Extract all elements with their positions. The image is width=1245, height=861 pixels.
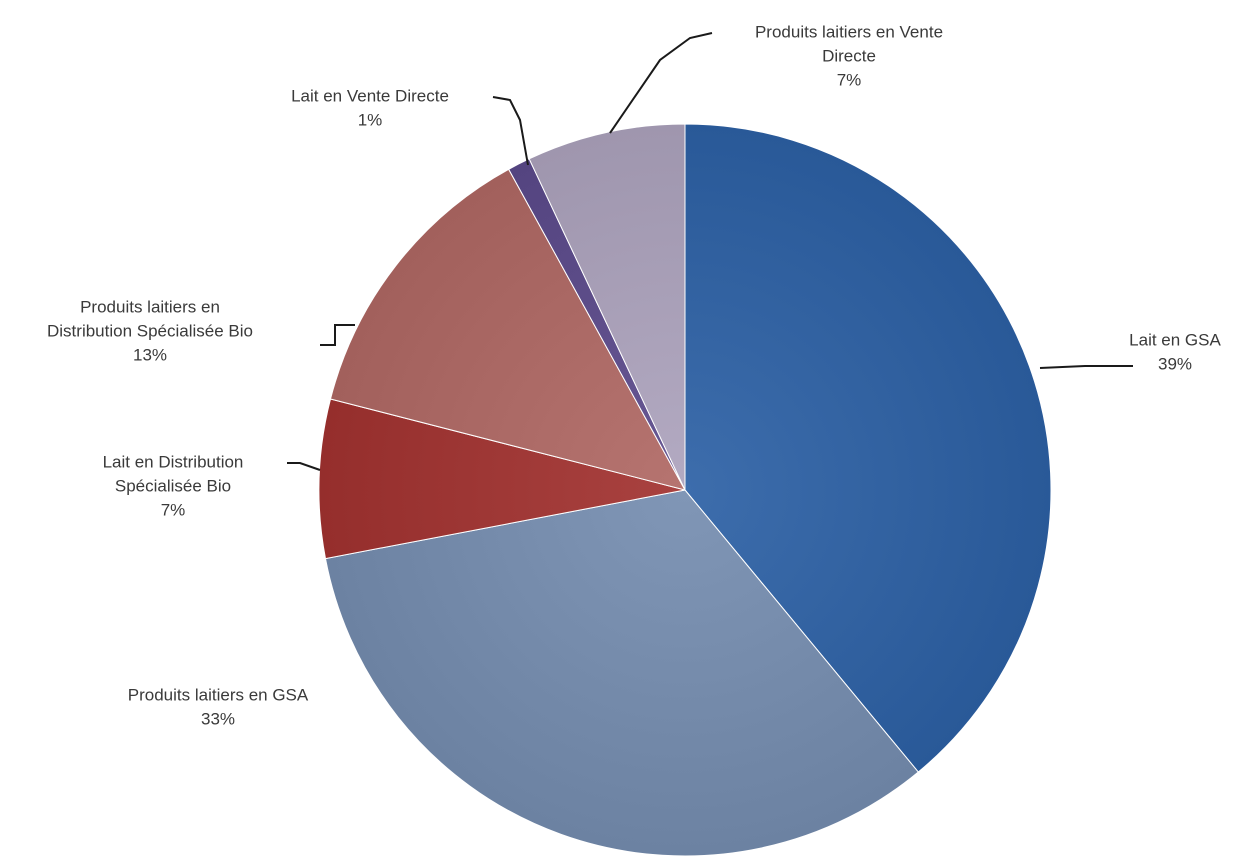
slice-category-label: Lait en Distribution <box>103 452 244 471</box>
slice-value-label: 7% <box>161 500 186 519</box>
label-group-produits-laitiers-en-distribution-specialisee-bio: Produits laitiers en Distribution Spécial… <box>47 297 253 364</box>
slice-value-label: 13% <box>133 345 167 364</box>
slice-category-label: Distribution Spécialisée Bio <box>47 321 253 340</box>
slice-produits-laitiers-en-vente-directe <box>528 123 686 491</box>
slice-value-label: 1% <box>358 110 383 129</box>
leader-line-lait-en-vente-directe <box>492 96 529 166</box>
slice-value-label: 39% <box>1158 354 1192 373</box>
leader-line-produits-laitiers-en-vente-directe <box>609 32 713 134</box>
slice-category-label: Produits laitiers en Vente <box>755 22 943 41</box>
slice-category-label: Spécialisée Bio <box>115 476 231 495</box>
slice-lait-en-distribution-specialisee-bio <box>318 398 686 560</box>
slice-produits-laitiers-en-distribution-specialisee-bio <box>329 168 686 491</box>
slice-category-label: Produits laitiers en GSA <box>128 685 309 704</box>
slice-lait-en-gsa <box>684 123 1052 773</box>
slice-value-label: 33% <box>201 709 235 728</box>
leader-line-produits-laitiers-en-distribution-specialisee-bio <box>320 324 355 346</box>
slice-category-label: Directe <box>822 46 876 65</box>
label-group-lait-en-gsa: Lait en GSA 39% <box>1129 330 1221 373</box>
slice-labels: Lait en GSA 39% Produits laitiers en GSA 33… <box>47 22 1221 728</box>
label-group-produits-laitiers-en-gsa: Produits laitiers en GSA 33% <box>128 685 309 728</box>
slice-category-label: Lait en Vente Directe <box>291 86 449 105</box>
label-group-lait-en-distribution-specialisee-bio: Lait en Distribution Spécialisée Bio 7% <box>103 452 244 519</box>
label-group-lait-en-vente-directe: Lait en Vente Directe 1% <box>291 86 449 129</box>
slice-category-label: Lait en GSA <box>1129 330 1221 349</box>
leader-line-lait-en-gsa <box>1039 365 1133 369</box>
label-leaders <box>287 32 1133 471</box>
leader-line-lait-en-distribution-specialisee-bio <box>287 462 321 471</box>
slice-value-label: 7% <box>837 70 862 89</box>
slice-category-label: Produits laitiers en <box>80 297 220 316</box>
label-group-produits-laitiers-en-vente-directe: Produits laitiers en Vente Directe 7% <box>755 22 943 89</box>
slice-produits-laitiers-en-gsa <box>324 489 920 857</box>
pie-slices <box>318 123 1052 857</box>
